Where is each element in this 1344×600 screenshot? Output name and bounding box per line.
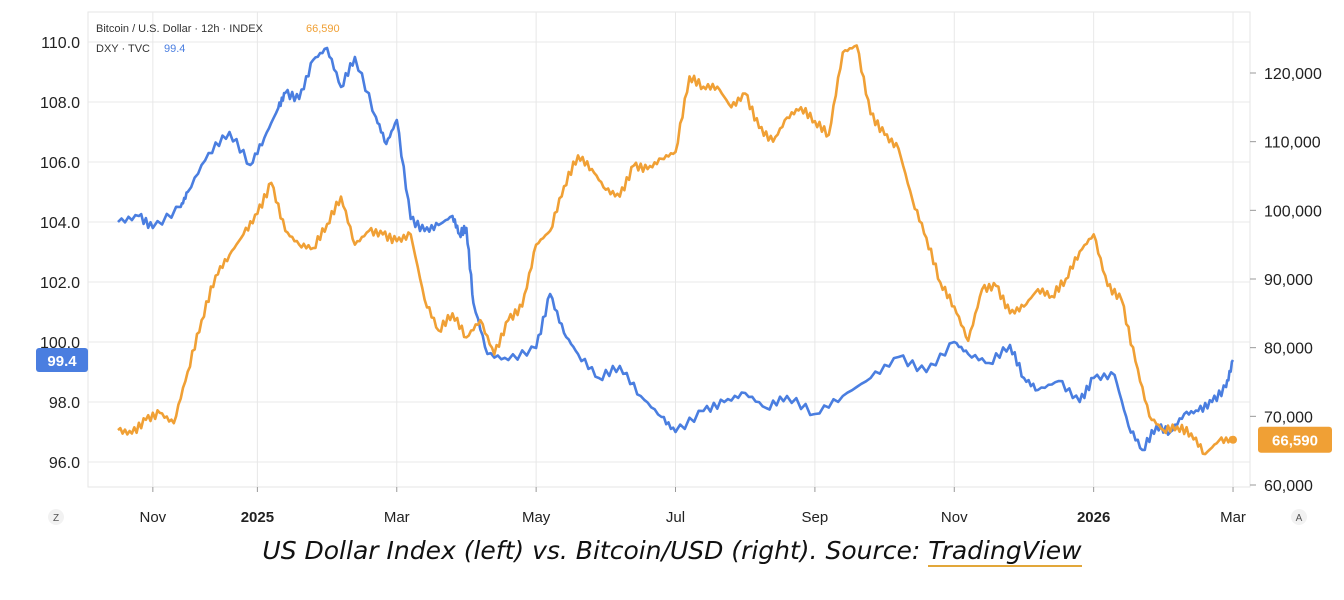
x-tick-label: Nov [140,509,167,526]
legend-btc-value: 66,590 [306,23,340,35]
corner-a-button[interactable] [1291,509,1307,525]
plot-frame [87,11,1251,488]
grid [87,11,1251,488]
x-tick-label: Jul [666,509,685,526]
corner-z-button[interactable] [48,509,64,525]
left-tick-label: 104.0 [40,215,80,232]
right-tick-label: 70,000 [1264,409,1313,426]
series-layer [117,44,1235,456]
x-tick-label: Mar [1220,509,1246,526]
price-tags: 99.4 66,590 [36,348,1332,453]
series-btcusd-line [117,44,1234,456]
chart-svg: 110.0 108.0 106.0 104.0 102.0 100.0 98.0 96.0 12… [36,11,1332,526]
legend-dxy-value: 99.4 [164,43,185,55]
left-tick-label: 96.0 [49,455,80,472]
caption-text: US Dollar Index (left) vs. Bitcoin/USD (… [262,536,929,565]
left-tick-label: 102.0 [40,275,80,292]
left-tick-label: 110.0 [41,35,80,52]
dxy-last-tag [36,348,88,372]
btc-last-tag [1258,426,1332,453]
right-tick-label: 80,000 [1264,341,1313,358]
corner-z-label: Z [53,513,59,524]
corner-a-label: A [1296,513,1303,524]
left-tick-label: 98.0 [49,395,80,412]
corner-buttons: Z A [48,509,1307,525]
dxy-last-label: 99.4 [47,353,77,370]
btc-last-dot [1229,435,1238,444]
legend-btc-label: Bitcoin / U.S. Dollar · 12h · INDEX [96,23,264,35]
left-tick-label: 100.0 [40,335,80,352]
figure-caption: US Dollar Index (left) vs. Bitcoin/USD (… [0,536,1344,567]
x-tick-label: 2025 [241,509,274,526]
legend-dxy-label: DXY · TVC [96,43,150,55]
x-tick-label: Nov [941,509,968,526]
right-tick-label: 90,000 [1264,272,1313,289]
right-tick-label: 60,000 [1264,478,1313,495]
right-tick-label: 100,000 [1264,203,1322,220]
x-tick-label: 2026 [1077,509,1110,526]
btc-last-label: 66,590 [1272,433,1318,450]
left-tick-label: 108.0 [40,95,80,112]
left-tick-label: 106.0 [40,155,80,172]
legend: Bitcoin / U.S. Dollar · 12h · INDEX 66,5… [96,23,340,55]
series-dxy-line [117,46,1235,452]
right-tick-label: 120,000 [1264,66,1322,83]
source-link[interactable]: TradingView [928,536,1082,567]
axes: 110.0 108.0 106.0 104.0 102.0 100.0 98.0 96.0 12… [40,35,1322,526]
x-tick-label: Sep [802,509,829,526]
x-tick-label: May [522,509,551,526]
x-tick-label: Mar [384,509,410,526]
right-tick-label: 110,000 [1264,135,1321,152]
